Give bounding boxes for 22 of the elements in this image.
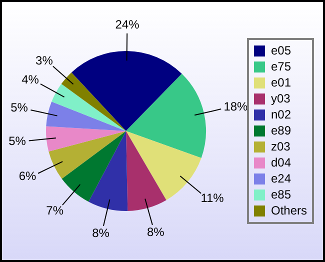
data-label: 24% — [115, 18, 140, 32]
legend-label: Others — [270, 203, 308, 218]
legend-label: e24 — [270, 171, 292, 186]
data-label: 5% — [10, 100, 28, 115]
legend-label: e01 — [270, 75, 292, 90]
legend-label: n02 — [270, 107, 292, 122]
legend-label: d04 — [270, 155, 292, 170]
data-label: 6% — [18, 169, 37, 184]
legend-label: e75 — [270, 59, 292, 74]
data-label: 4% — [22, 72, 40, 86]
data-label: 8% — [146, 224, 165, 239]
data-label: 8% — [92, 226, 110, 240]
legend-label: y03 — [270, 91, 291, 106]
legend-label: e05 — [270, 43, 292, 58]
legend-label: z03 — [270, 139, 291, 154]
legend-label: e89 — [270, 123, 292, 138]
data-label: 18% — [224, 100, 248, 114]
data-label: 11% — [200, 190, 224, 205]
data-label: 3% — [36, 53, 54, 68]
legend-label: e85 — [270, 187, 292, 202]
data-label: 7% — [46, 203, 64, 218]
data-label: 5% — [8, 134, 26, 148]
